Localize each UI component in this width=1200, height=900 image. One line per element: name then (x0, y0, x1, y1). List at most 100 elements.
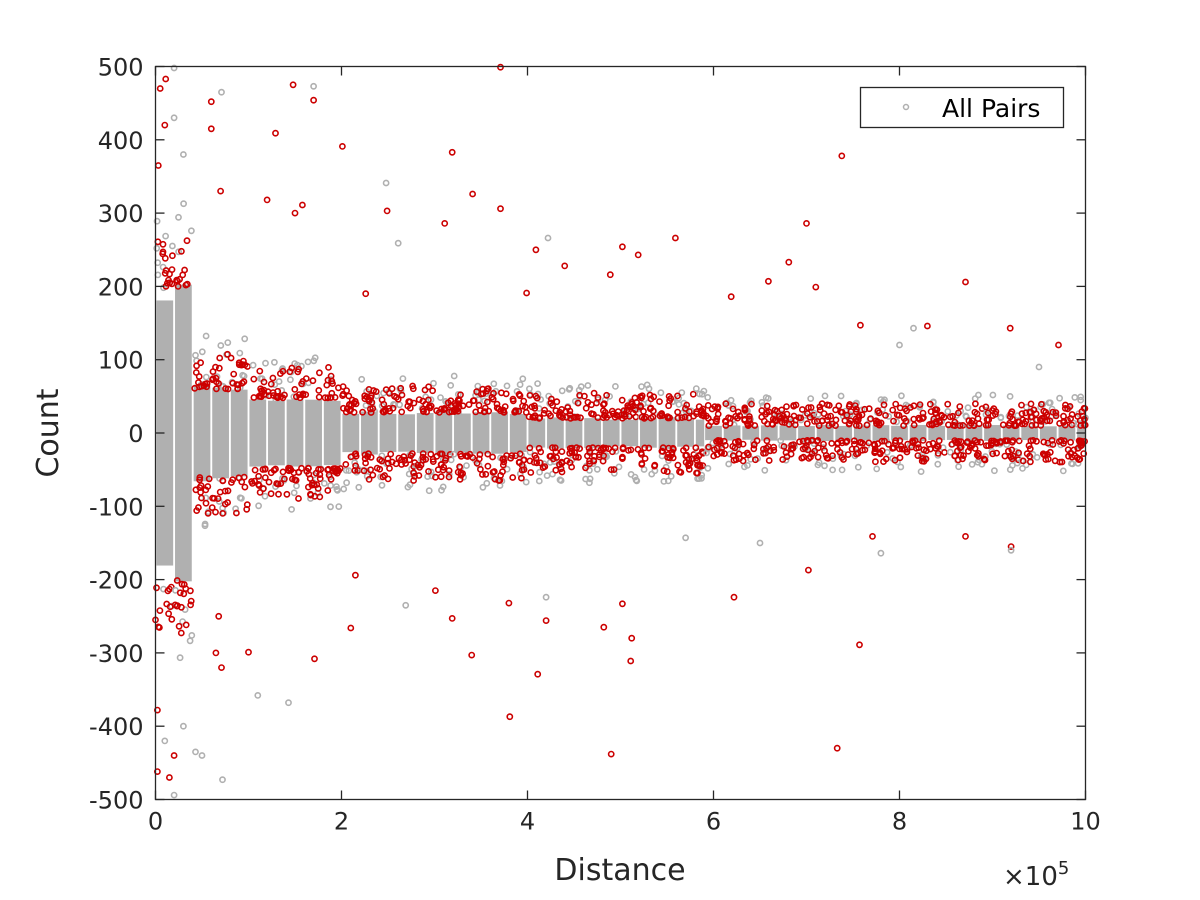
gray-point (526, 385, 533, 393)
red-point (384, 455, 392, 463)
legend[interactable]: All Pairs (859, 86, 1065, 129)
gray-point (615, 463, 623, 471)
red-point (796, 438, 803, 446)
gray-point (704, 464, 712, 472)
red-point (973, 410, 981, 418)
red-point (219, 477, 227, 484)
red-point (856, 641, 863, 649)
gray-point (290, 489, 298, 497)
red-point (969, 440, 976, 448)
red-point (456, 463, 463, 471)
red-point (852, 421, 860, 429)
red-point (204, 483, 212, 490)
red-point (987, 441, 995, 449)
red-point (552, 407, 560, 415)
red-point (801, 444, 809, 452)
red-point (797, 414, 805, 422)
red-point (384, 475, 392, 483)
gray-point (1046, 399, 1054, 407)
gray-band-column (705, 425, 722, 441)
red-point (469, 454, 477, 461)
red-point (489, 468, 497, 476)
red-point (798, 454, 806, 462)
red-point (1061, 421, 1069, 429)
red-point (256, 367, 264, 375)
red-point (259, 485, 267, 493)
red-point (215, 364, 223, 372)
red-point (681, 413, 689, 421)
red-point (235, 474, 243, 482)
gray-point (261, 492, 269, 500)
gray-point (534, 380, 541, 387)
red-point (387, 450, 395, 458)
red-point (523, 289, 530, 297)
red-point (570, 413, 578, 421)
y-axis-label: Count (31, 388, 66, 477)
red-point (294, 368, 302, 376)
red-point (194, 504, 202, 511)
red-point (173, 602, 181, 610)
red-point (668, 448, 676, 456)
red-point (582, 464, 589, 472)
red-point (594, 414, 602, 421)
gray-point (821, 462, 828, 470)
gray-point (288, 505, 295, 513)
red-point (303, 467, 311, 475)
red-point (1015, 437, 1023, 445)
gray-band-column (1039, 426, 1057, 440)
red-point (445, 467, 453, 474)
gray-point (897, 463, 905, 471)
red-point (962, 533, 969, 540)
red-point (402, 460, 409, 467)
red-point (642, 413, 650, 421)
red-point (493, 400, 501, 408)
red-point (811, 417, 818, 425)
red-point (815, 444, 822, 452)
red-point (989, 450, 997, 458)
red-point (165, 276, 172, 284)
red-point (324, 394, 332, 402)
gray-point (170, 114, 178, 122)
red-point (432, 473, 439, 481)
gray-band-column (528, 418, 546, 448)
gray-point (310, 82, 317, 90)
gray-point (522, 478, 530, 486)
gray-point (744, 461, 751, 469)
red-point (854, 416, 862, 424)
gray-point (186, 637, 194, 645)
red-point (881, 437, 888, 445)
red-point (499, 455, 507, 463)
red-point (892, 400, 900, 408)
red-point (665, 392, 673, 400)
gray-point (747, 397, 755, 405)
axis-ticks: 0 2 4 6 8 10 500 400 300 200 100 0 -100 -200 -300 -400 -… (89, 54, 1101, 836)
y-tick-label: 500 (98, 54, 144, 82)
red-point (872, 458, 879, 466)
red-point (405, 398, 413, 406)
red-point (798, 406, 806, 413)
red-point (325, 363, 332, 371)
red-point (488, 393, 496, 401)
gray-point (703, 449, 710, 457)
red-point (785, 258, 793, 266)
red-point (933, 406, 941, 414)
red-point (606, 271, 614, 279)
red-point (261, 465, 269, 473)
red-point (415, 472, 423, 479)
red-point (343, 387, 350, 394)
red-point (628, 634, 636, 642)
red-point (935, 437, 943, 445)
red-point (685, 465, 693, 473)
red-point (877, 419, 885, 427)
red-point (520, 397, 528, 405)
red-point (279, 468, 287, 476)
red-point (658, 410, 666, 417)
red-point (971, 445, 979, 452)
red-point (455, 397, 463, 405)
red-point (168, 252, 176, 260)
red-point (197, 359, 204, 367)
red-point (1052, 412, 1060, 420)
gray-band-column (779, 425, 797, 441)
red-point (858, 411, 866, 419)
red-point (889, 406, 897, 414)
